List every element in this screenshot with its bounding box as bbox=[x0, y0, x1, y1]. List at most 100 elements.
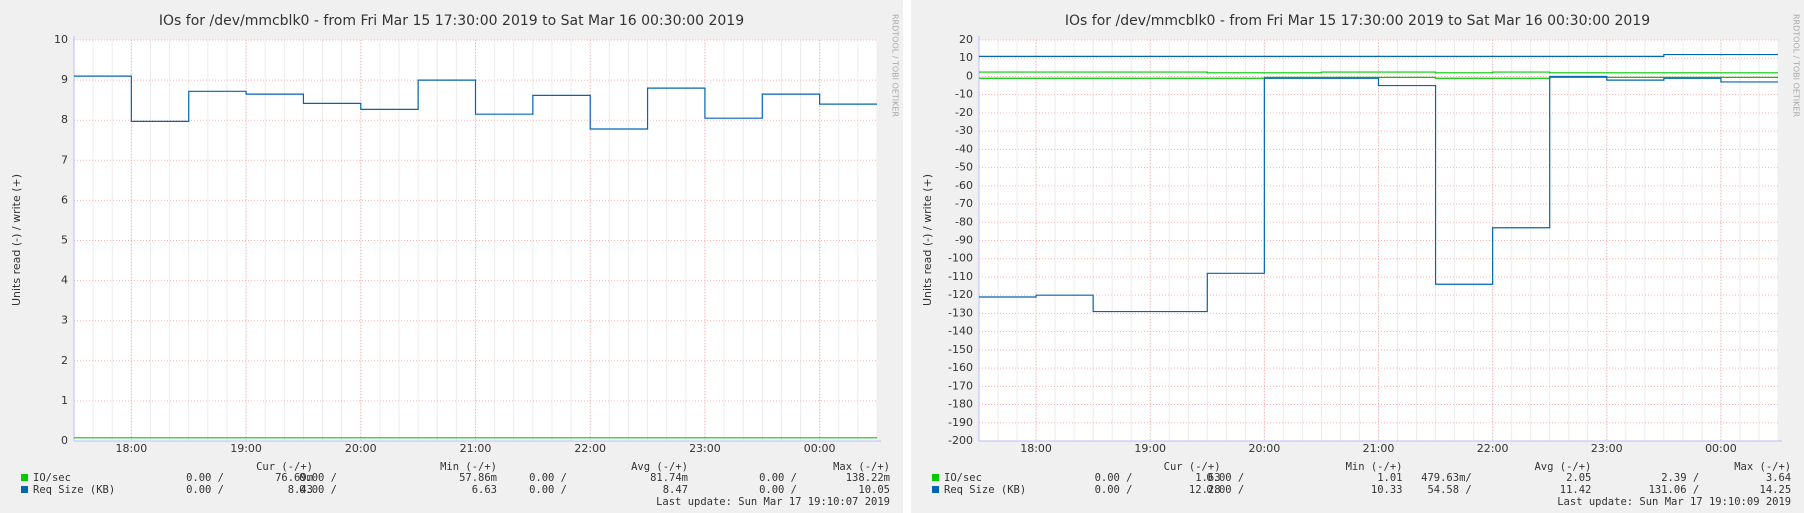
y-tick-label: 10 bbox=[959, 51, 973, 64]
legend-value: 0.00 / bbox=[529, 472, 567, 484]
legend-value: 0.00 / bbox=[186, 484, 224, 496]
y-axis-label: Units read (-) / write (+) bbox=[921, 174, 934, 306]
y-tick-label: 5 bbox=[61, 234, 68, 247]
series-line bbox=[979, 75, 1778, 313]
x-tick-label: 00:00 bbox=[1705, 442, 1737, 455]
legend-value: 1.01 bbox=[1377, 472, 1402, 484]
y-tick-label: 4 bbox=[61, 274, 68, 287]
legend-value: 0.00 / bbox=[759, 484, 797, 496]
y-tick-label: -20 bbox=[955, 106, 973, 119]
x-tick-label: 20:00 bbox=[1249, 442, 1281, 455]
chart-panel: IOs for /dev/mmcblk0 - from Fri Mar 15 1… bbox=[0, 0, 903, 513]
legend-value: 131.06 / bbox=[1649, 484, 1700, 496]
legend-swatch bbox=[932, 486, 939, 493]
legend-swatch bbox=[932, 474, 939, 481]
y-tick-label: -50 bbox=[955, 161, 973, 174]
chart-title: IOs for /dev/mmcblk0 - from Fri Mar 15 1… bbox=[1065, 13, 1650, 29]
y-tick-label: 1 bbox=[61, 394, 68, 407]
y-tick-label: 20 bbox=[959, 33, 973, 46]
legend-header: Max (-/+) bbox=[1734, 461, 1791, 473]
x-tick-label: 21:00 bbox=[1363, 442, 1395, 455]
legend-value: 0.00 / bbox=[1095, 484, 1133, 496]
watermark: RRDTOOL / TOBI OETIKER bbox=[891, 14, 900, 117]
y-tick-label: 0 bbox=[61, 434, 68, 447]
legend-value: 57.86m bbox=[459, 472, 497, 484]
legend-header: Min (-/+) bbox=[440, 461, 497, 473]
legend-header: Max (-/+) bbox=[833, 461, 890, 473]
chart-title: IOs for /dev/mmcblk0 - from Fri Mar 15 1… bbox=[159, 13, 744, 29]
y-tick-label: -190 bbox=[948, 416, 973, 429]
y-tick-label: -130 bbox=[948, 306, 973, 319]
y-tick-label: -120 bbox=[948, 288, 973, 301]
legend-label: IO/sec bbox=[944, 472, 982, 484]
legend-value: 12.28 bbox=[1189, 484, 1221, 496]
series-line bbox=[979, 76, 1778, 79]
legend-value: 0.00 / bbox=[529, 484, 567, 496]
legend-value: 8.43 bbox=[288, 484, 313, 496]
legend-header: Avg (-/+) bbox=[1534, 461, 1591, 473]
legend-value: 10.33 bbox=[1371, 484, 1403, 496]
legend-value: 8.47 bbox=[663, 484, 688, 496]
last-update: Last update: Sun Mar 17 19:10:07 2019 bbox=[656, 496, 890, 508]
x-tick-label: 23:00 bbox=[1591, 442, 1623, 455]
legend-header: Cur (-/+) bbox=[1164, 461, 1221, 473]
y-tick-label: 6 bbox=[61, 193, 68, 206]
y-tick-label: -160 bbox=[948, 361, 973, 374]
legend-value: 54.58 / bbox=[1427, 484, 1471, 496]
y-tick-label: 10 bbox=[54, 33, 68, 46]
x-tick-label: 18:00 bbox=[116, 442, 148, 455]
y-tick-label: -150 bbox=[948, 343, 973, 356]
legend-label: Req Size (KB) bbox=[33, 484, 115, 496]
legend-value: 0.00 / bbox=[186, 472, 224, 484]
series-line bbox=[979, 71, 1778, 74]
x-tick-label: 00:00 bbox=[804, 442, 836, 455]
legend-value: 6.63 bbox=[472, 484, 497, 496]
legend-value: 11.42 bbox=[1560, 484, 1592, 496]
x-tick-label: 19:00 bbox=[230, 442, 262, 455]
legend-value: 0.00 / bbox=[1206, 472, 1244, 484]
legend-value: 0.00 / bbox=[1095, 472, 1133, 484]
legend-value: 0.00 / bbox=[759, 472, 797, 484]
y-tick-label: -30 bbox=[955, 124, 973, 137]
y-tick-label: 9 bbox=[61, 73, 68, 86]
legend-value: 0.00 / bbox=[299, 484, 337, 496]
last-update: Last update: Sun Mar 17 19:10:09 2019 bbox=[1557, 496, 1791, 508]
y-tick-label: -40 bbox=[955, 142, 973, 155]
y-tick-label: 7 bbox=[61, 153, 68, 166]
legend-value: 0.00 / bbox=[299, 472, 337, 484]
y-tick-label: -170 bbox=[948, 379, 973, 392]
legend-value: 479.63m/ bbox=[1421, 472, 1472, 484]
y-tick-label: -100 bbox=[948, 252, 973, 265]
y-tick-label: -80 bbox=[955, 215, 973, 228]
legend-header: Min (-/+) bbox=[1346, 461, 1403, 473]
legend-value: 3.64 bbox=[1766, 472, 1791, 484]
x-tick-label: 18:00 bbox=[1020, 442, 1052, 455]
legend-value: 2.39 / bbox=[1661, 472, 1699, 484]
y-tick-label: 3 bbox=[61, 314, 68, 327]
watermark: RRDTOOL / TOBI OETIKER bbox=[1792, 14, 1801, 117]
y-tick-label: -140 bbox=[948, 325, 973, 338]
legend-value: 1.63 bbox=[1195, 472, 1220, 484]
y-tick-label: -70 bbox=[955, 197, 973, 210]
legend-value: 76.69m bbox=[275, 472, 313, 484]
chart-panel: IOs for /dev/mmcblk0 - from Fri Mar 15 1… bbox=[911, 0, 1804, 513]
x-tick-label: 21:00 bbox=[460, 442, 492, 455]
y-tick-label: -200 bbox=[948, 434, 973, 447]
y-tick-label: 8 bbox=[61, 113, 68, 126]
legend-swatch bbox=[21, 486, 28, 493]
legend-label: Req Size (KB) bbox=[944, 484, 1026, 496]
x-tick-label: 22:00 bbox=[1477, 442, 1509, 455]
legend-value: 10.05 bbox=[858, 484, 890, 496]
legend-swatch bbox=[21, 474, 28, 481]
legend-header: Avg (-/+) bbox=[631, 461, 688, 473]
x-tick-label: 22:00 bbox=[574, 442, 606, 455]
series-line bbox=[979, 53, 1778, 58]
y-tick-label: -60 bbox=[955, 179, 973, 192]
x-tick-label: 23:00 bbox=[689, 442, 721, 455]
legend-value: 138.22m bbox=[846, 472, 890, 484]
series-line bbox=[74, 75, 877, 130]
y-tick-label: -10 bbox=[955, 88, 973, 101]
y-tick-label: 0 bbox=[966, 69, 973, 82]
y-tick-label: 2 bbox=[61, 354, 68, 367]
y-tick-label: -180 bbox=[948, 398, 973, 411]
